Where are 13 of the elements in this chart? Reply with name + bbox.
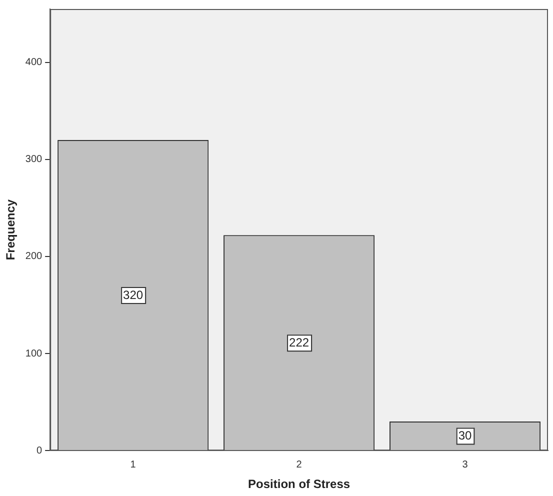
data-label: 320 — [123, 288, 144, 302]
y-axis-title: Frequency — [4, 199, 18, 260]
y-tick-label: 200 — [25, 251, 43, 262]
y-tick-label: 0 — [36, 445, 43, 456]
x-tick-label: 1 — [130, 459, 136, 470]
y-tick-label: 400 — [25, 57, 43, 68]
y-tick-label: 100 — [25, 348, 43, 360]
data-label: 30 — [458, 428, 472, 443]
x-tick-label: 3 — [462, 459, 468, 470]
x-tick-label: 2 — [296, 459, 302, 470]
y-tick-label: 300 — [25, 154, 43, 166]
x-axis-title: Position of Stress — [248, 477, 350, 492]
data-label: 222 — [289, 335, 310, 350]
